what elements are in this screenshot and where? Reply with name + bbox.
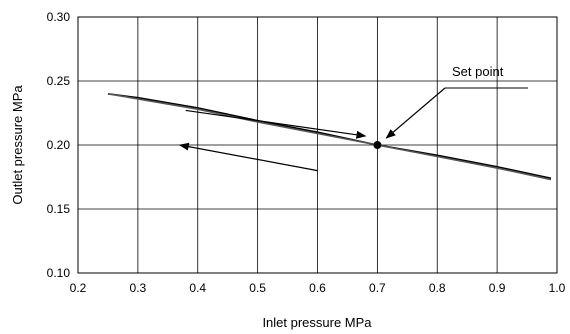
x-tick-label: 0.8 — [429, 281, 446, 295]
y-axis-label: Outlet pressure MPa — [10, 85, 25, 205]
y-tick-labels: 0.10 0.15 0.20 0.25 0.30 — [47, 10, 71, 280]
series-lines — [107, 93, 552, 181]
direction-arrow — [178, 142, 318, 172]
x-tick-label: 0.3 — [130, 281, 147, 295]
direction-arrow — [185, 109, 367, 139]
x-tick-label: 0.6 — [309, 281, 326, 295]
set-point-label: Set point — [452, 64, 504, 79]
set-point-leader-arrow — [385, 87, 446, 139]
x-tick-label: 0.5 — [249, 281, 266, 295]
x-tick-label: 1.0 — [549, 281, 566, 295]
x-axis-label: Inlet pressure MPa — [262, 315, 372, 330]
y-tick-label: 0.10 — [47, 266, 71, 280]
y-tick-label: 0.25 — [47, 74, 71, 88]
y-tick-label: 0.30 — [47, 10, 71, 24]
x-tick-label: 0.2 — [70, 281, 87, 295]
y-tick-label: 0.15 — [47, 202, 71, 216]
set-point-marker — [373, 141, 382, 149]
grid — [77, 16, 558, 274]
x-tick-labels: 0.2 0.3 0.4 0.5 0.6 0.7 0.8 0.9 1.0 — [70, 281, 566, 295]
x-tick-label: 0.9 — [489, 281, 506, 295]
y-tick-label: 0.20 — [47, 138, 71, 152]
annotations: Set point — [178, 64, 528, 172]
x-tick-label: 0.7 — [369, 281, 386, 295]
series-line-1 — [107, 93, 552, 180]
series-line-2 — [107, 93, 552, 181]
x-tick-label: 0.4 — [189, 281, 206, 295]
